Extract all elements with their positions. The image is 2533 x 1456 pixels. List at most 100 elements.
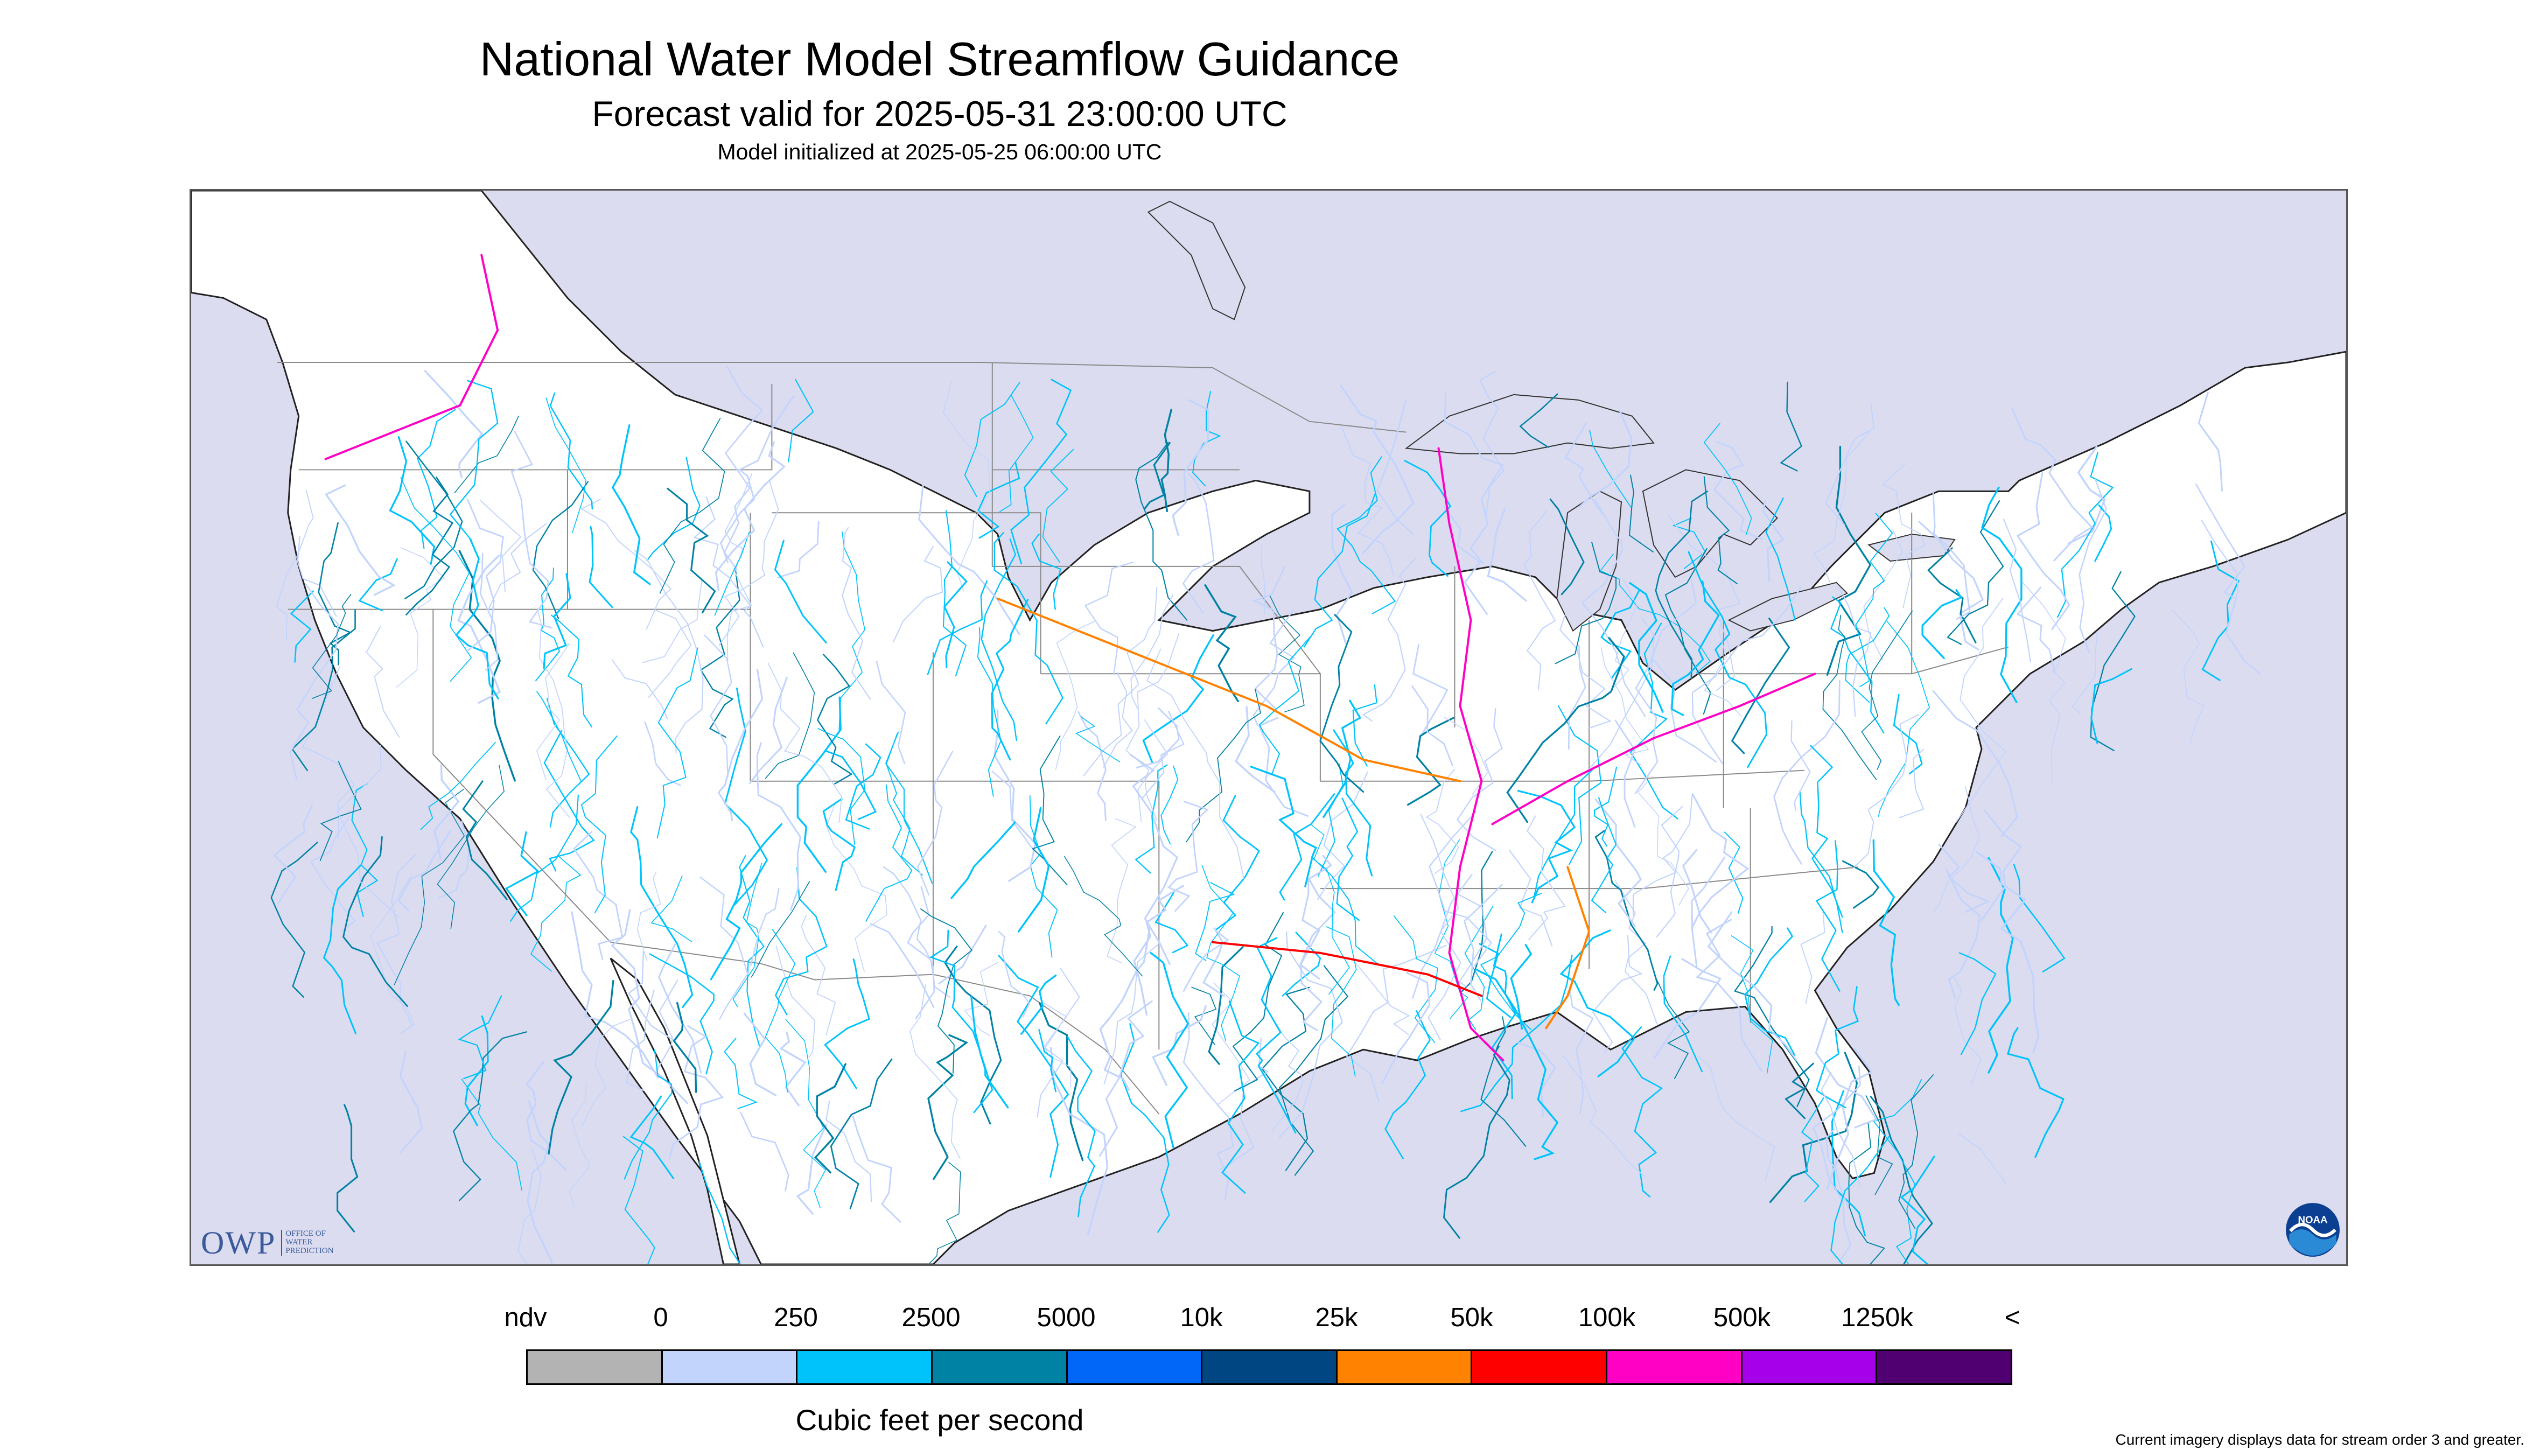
river-segment: [462, 780, 508, 900]
river-segment: [1927, 547, 1977, 643]
river-segment: [276, 489, 314, 642]
lake-superior: [1404, 394, 1655, 454]
legend-label-500k: 500k: [1713, 1303, 1771, 1332]
river-segment: [1443, 505, 1488, 615]
river-segment: [302, 666, 355, 839]
river-segment: [942, 510, 967, 677]
river-segment: [1600, 590, 1640, 679]
river-segment: [704, 634, 732, 778]
river-segment: [1384, 1010, 1431, 1159]
river-segment: [1279, 793, 1335, 901]
river-segment: [1664, 548, 1711, 715]
river-segment: [740, 1111, 789, 1192]
river-segment: [648, 609, 692, 698]
river-segment: [370, 873, 416, 1027]
river-segment: [743, 1012, 777, 1096]
river-segment: [454, 415, 519, 494]
river-segment: [1141, 710, 1185, 800]
river-segment: [1182, 931, 1229, 992]
river-segment: [1921, 589, 1963, 660]
river-segment: [1075, 716, 1121, 762]
river-segment: [1839, 587, 1872, 717]
river-segment: [1762, 500, 1785, 582]
river-segment: [1458, 893, 1488, 988]
river-segment: [929, 929, 993, 1114]
model-init-time: Model initialized at 2025-05-25 06:00:00…: [717, 139, 1162, 164]
river-segment: [1559, 929, 1636, 1077]
major-river: [1437, 447, 1505, 1062]
river-segment: [1055, 620, 1096, 770]
river-segment: [1509, 850, 1553, 947]
river-segment: [1656, 978, 1690, 1079]
river-segment: [981, 538, 1017, 741]
legend-swatch-10: [1877, 1351, 2011, 1383]
streamflow-map: OWP OFFICE OF WATER PREDICTION NOAA: [190, 189, 2348, 1266]
river-segment: [1444, 393, 1504, 565]
river-segment: [2201, 540, 2240, 681]
river-segment: [796, 1124, 827, 1215]
river-segment: [1589, 429, 1632, 508]
river-segment: [1815, 840, 1841, 992]
canada-border: [277, 362, 1407, 433]
river-segment: [715, 441, 786, 592]
owp-logo: OWP OFFICE OF WATER PREDICTION: [201, 1227, 334, 1259]
river-segment: [1234, 706, 1276, 793]
river-segment: [537, 608, 570, 818]
river-segment: [1555, 542, 1617, 664]
river-segment: [417, 409, 456, 549]
river-segment: [611, 659, 668, 720]
river-segment: [1632, 793, 1693, 916]
river-segment: [1594, 830, 1659, 991]
river-segment: [291, 609, 356, 772]
river-segment: [464, 1015, 489, 1126]
owp-logo-word: OWP: [201, 1225, 276, 1261]
river-segment: [928, 1161, 961, 1264]
lake-huron: [1642, 469, 1778, 578]
river-segment: [2013, 863, 2066, 972]
river-segment: [826, 803, 887, 972]
river-segment: [796, 696, 842, 873]
river-segment: [852, 1115, 901, 1223]
river-segment: [1331, 503, 1353, 644]
river-segment: [394, 788, 465, 985]
river-segment: [1049, 1047, 1109, 1235]
river-segment: [1790, 720, 1811, 811]
river-segment: [2090, 668, 2133, 744]
river-segment: [530, 855, 582, 972]
river-segment: [656, 647, 698, 839]
river-segment: [1208, 946, 1244, 1065]
river-segment: [1135, 442, 1188, 621]
river-segment: [693, 496, 764, 648]
river-segment: [1204, 584, 1239, 702]
river-segment: [750, 887, 780, 966]
river-segment: [718, 479, 779, 646]
legend-swatch-2: [797, 1351, 933, 1383]
river-segment: [1653, 958, 1722, 1059]
river-segment: [1933, 786, 1980, 913]
river-segment: [1077, 711, 1107, 821]
river-segment: [779, 1032, 807, 1107]
river-segment: [310, 816, 356, 933]
river-segment: [449, 380, 499, 541]
river-segment: [1252, 565, 1286, 710]
river-segment: [323, 864, 362, 1034]
river-segment: [611, 909, 689, 1104]
river-segment: [1830, 1136, 1890, 1264]
river-segment: [1336, 797, 1360, 921]
river-segment: [1810, 745, 1843, 918]
river-segment: [943, 561, 968, 668]
river-segment: [845, 743, 881, 830]
river-segment: [1337, 456, 1396, 614]
river-segment: [1629, 582, 1664, 713]
river-segment: [1815, 1017, 1878, 1129]
river-segment: [1731, 618, 1790, 754]
river-segment: [404, 440, 463, 599]
map-canvas: [191, 191, 2346, 1264]
major-river: [324, 254, 499, 460]
river-segment: [1107, 818, 1137, 964]
river-segment: [1135, 764, 1168, 874]
river-segment: [545, 397, 586, 533]
river-segment: [1826, 1047, 1873, 1190]
river-segment: [389, 436, 436, 565]
river-segment: [1707, 911, 1797, 1061]
